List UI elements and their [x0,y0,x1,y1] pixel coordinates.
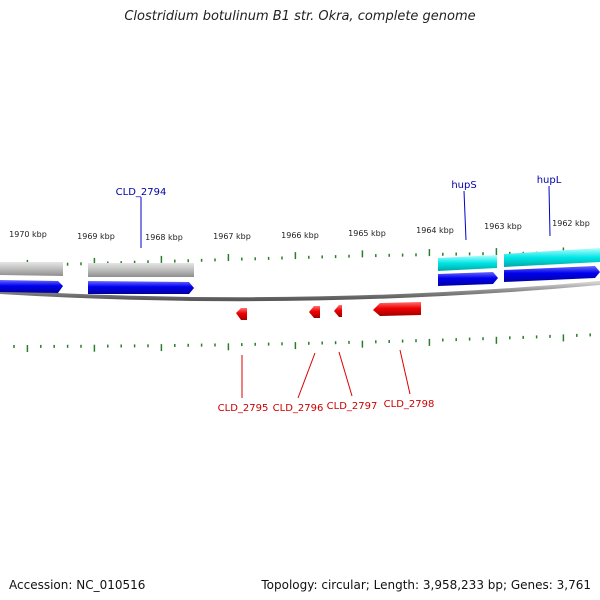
forward-gene-hupS[interactable] [438,272,498,286]
gene-label-hupS: hupS [451,180,476,191]
scale-label: 1969 kbp [77,232,115,241]
leader-hupL [548,185,551,237]
scale-label: 1964 kbp [416,226,454,235]
scale-ticks-inner [13,333,591,352]
scale-label: 1965 kbp [348,229,386,238]
cyan-feature-hupL[interactable] [504,248,600,267]
cyan-feature-hupS[interactable] [438,255,497,271]
scale-labels: 1970 kbp 1969 kbp 1968 kbp 1967 kbp 1966 kbp… [9,219,590,242]
gray-feature-1[interactable] [0,262,63,276]
leader-CLD_2796 [297,352,316,399]
leader-hupS [463,190,467,241]
forward-gene-CLD_2794[interactable] [88,281,194,294]
reverse-gene-CLD_2795[interactable] [236,308,247,320]
genome-backbone [0,281,600,302]
gene-label-hupL: hupL [537,175,562,186]
scale-label: 1963 kbp [484,222,522,231]
genome-summary-text: Topology: circular; Length: 3,958,233 bp… [261,578,591,592]
forward-gene-1[interactable] [0,280,63,293]
reverse-gene-CLD_2797[interactable] [334,305,342,317]
accession-text: Accession: NC_010516 [9,578,146,592]
gene-label-CLD_2798: CLD_2798 [384,399,435,410]
gene-label-CLD_2796: CLD_2796 [273,403,324,414]
map-title: Clostridium botulinum B1 str. Okra, comp… [124,9,476,24]
scale-label: 1966 kbp [281,231,319,240]
scale-label: 1967 kbp [213,232,251,241]
label-leaders [140,185,551,399]
reverse-gene-CLD_2796[interactable] [309,306,320,318]
gene-label-CLD_2795: CLD_2795 [218,403,269,414]
leader-CLD_2797 [338,351,353,397]
scale-label: 1970 kbp [9,230,47,239]
gene-label-CLD_2794: CLD_2794 [116,187,167,198]
scale-label: 1962 kbp [552,219,590,228]
scale-label: 1968 kbp [145,233,183,242]
reverse-gene-CLD_2798[interactable] [373,302,421,316]
forward-gene-hupL[interactable] [504,266,600,282]
leader-CLD_2798 [399,349,411,395]
gray-feature-2[interactable] [88,263,194,277]
gene-label-CLD_2797: CLD_2797 [327,401,378,412]
